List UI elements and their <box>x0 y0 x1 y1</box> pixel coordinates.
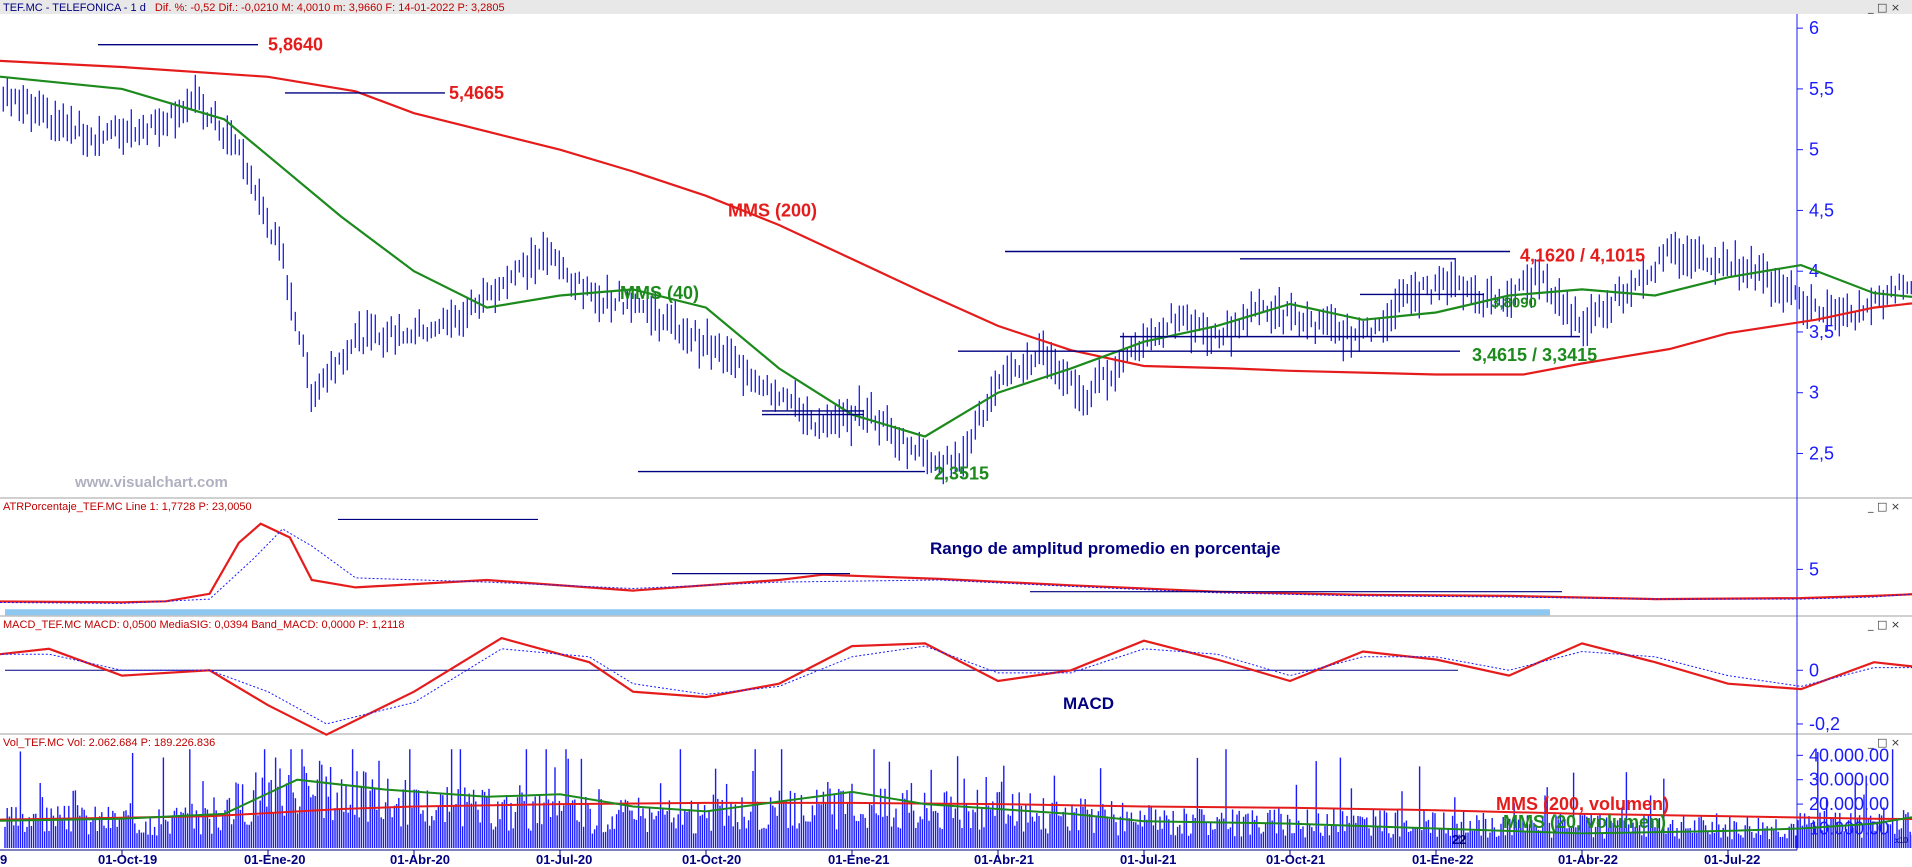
atr-window-buttons[interactable]: _ □ × <box>1867 500 1900 513</box>
x-axis: 9 01-Oct-19 01-Ene-20 01-Abr-20 01-Jul-20 01-… <box>0 850 1760 867</box>
x-tick-label: 01-Oct-20 <box>682 852 741 867</box>
x-cursor-label: 22 <box>1452 832 1466 847</box>
volume-mms20-line <box>0 778 1912 835</box>
mms40-line <box>0 75 1912 438</box>
y-tick-label: -0,2 <box>1809 714 1840 734</box>
atr-panel-title: Rango de amplitud promedio en porcentaje <box>930 539 1280 558</box>
y-tick-label: 3,5 <box>1809 322 1834 342</box>
price-panel-header: TEF.MC - TELEFONICA - 1 d Dif. %: -0,52 … <box>3 2 505 14</box>
x-tick-label: 01-Oct-19 <box>98 852 157 867</box>
price-annotation: 3,8090 <box>1491 294 1537 311</box>
x-tick-label: 9 <box>0 852 7 867</box>
macd-panel-title: MACD <box>1063 694 1114 713</box>
watermark: www.visualchart.com <box>74 474 228 491</box>
y-tick-label: 6 <box>1809 18 1819 38</box>
x-tick-label: 01-Ene-21 <box>828 852 889 867</box>
macd-panel: 0 -0,2 <box>0 636 1912 736</box>
y-tick-label: 5,5 <box>1809 79 1834 99</box>
volume-scale-mark: x10 <box>1895 836 1908 845</box>
volume-panel: 10.000.0020.000.0030.000.0040.000.00MMS … <box>0 745 1912 848</box>
price-annotation: 2,3515 <box>934 464 989 484</box>
x-tick-label: 01-Oct-21 <box>1266 852 1325 867</box>
volume-panel-header: Vol_TEF.MC Vol: 2.062.684 P: 189.226.836 <box>3 737 215 749</box>
mms200-line <box>0 59 1912 376</box>
volume-legend-label: MMS (20, volumen) <box>1503 812 1666 832</box>
atr-line <box>0 522 1912 604</box>
atr-panel: 5 <box>0 518 1912 616</box>
y-tick-label: 5 <box>1809 559 1819 579</box>
x-tick-label: 01-Ene-22 <box>1412 852 1473 867</box>
price-annotation: 5,4665 <box>449 83 504 103</box>
y-tick-label: 3 <box>1809 383 1819 403</box>
price-header-symbol: TEF.MC - TELEFONICA - 1 d <box>3 2 146 14</box>
atr-band <box>5 609 1550 616</box>
macd-line <box>0 636 1912 736</box>
x-tick-label: 01-Ene-20 <box>244 852 305 867</box>
atr-signal-line <box>0 528 1912 604</box>
price-header-fields: Dif. %: -0,52 Dif.: -0,0210 M: 4,0010 m:… <box>155 2 505 14</box>
price-header-bar <box>0 0 1912 14</box>
price-annotation: MMS (200) <box>728 201 817 221</box>
y-tick-label: 5 <box>1809 140 1819 160</box>
price-annotation: 5,8640 <box>268 35 323 55</box>
x-tick-label: 01-Abr-20 <box>390 852 450 867</box>
x-tick-label: 01-Jul-20 <box>536 852 592 867</box>
volume-window-buttons[interactable]: _ □ × <box>1867 736 1900 749</box>
volume-legend-label: MMS (200, volumen) <box>1496 794 1669 814</box>
y-tick-label: 2,5 <box>1809 443 1834 463</box>
y-tick-label: 40.000.00 <box>1809 745 1889 765</box>
y-tick-label: 4,5 <box>1809 200 1834 220</box>
macd-panel-header: MACD_TEF.MC MACD: 0,0500 MediaSIG: 0,039… <box>3 619 405 631</box>
x-tick-label: 01-Jul-22 <box>1704 852 1760 867</box>
x-tick-label: 01-Abr-21 <box>974 852 1034 867</box>
y-tick-label: 30.000.00 <box>1809 770 1889 790</box>
y-tick-label: 20.000.00 <box>1809 794 1889 814</box>
y-tick-label: 0 <box>1809 660 1819 680</box>
macd-signal-line <box>0 645 1912 725</box>
atr-panel-header: ATRPorcentaje_TEF.MC Line 1: 1,7728 P: 2… <box>3 501 252 513</box>
macd-window-buttons[interactable]: _ □ × <box>1867 618 1900 631</box>
price-annotation: 3,4615 / 3,3415 <box>1472 345 1597 365</box>
price-window-buttons[interactable]: _ □ × <box>1867 1 1900 14</box>
x-tick-label: 01-Jul-21 <box>1120 852 1176 867</box>
price-annotation: 4,1620 / 4,1015 <box>1520 246 1645 266</box>
x-tick-label: 01-Abr-22 <box>1558 852 1618 867</box>
price-annotation: MMS (40) <box>620 283 699 303</box>
